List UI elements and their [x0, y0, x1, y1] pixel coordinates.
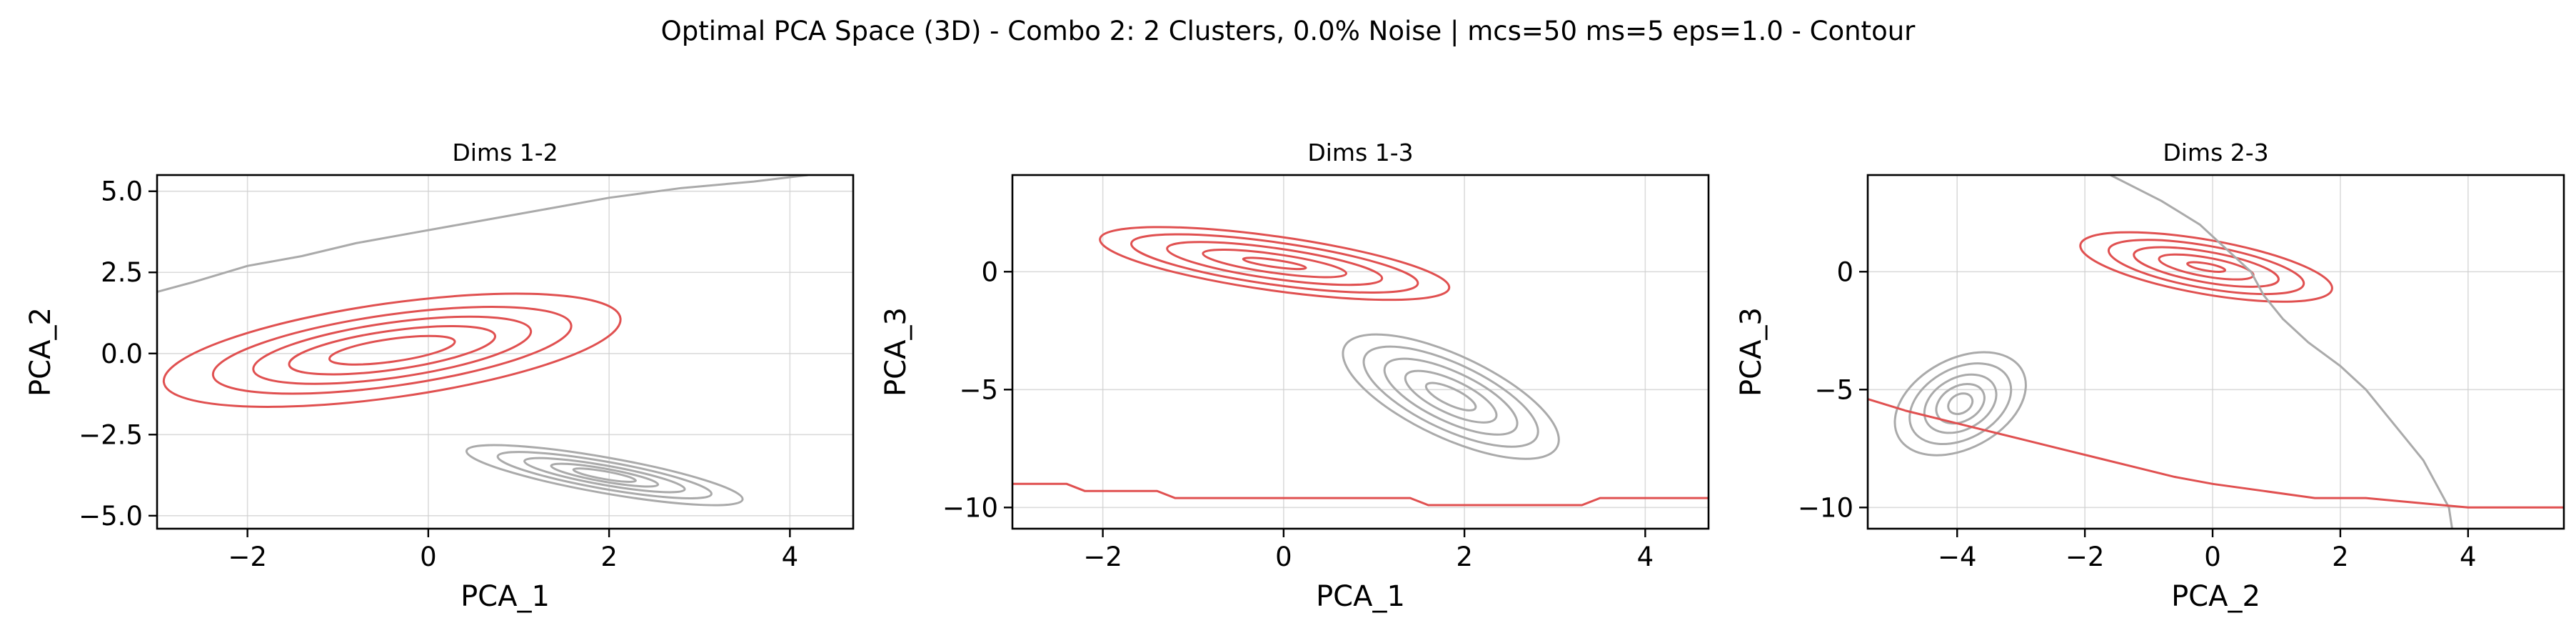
contour-level: [1166, 241, 1384, 286]
y-axis-label: PCA_3: [880, 307, 912, 397]
decision-boundary-line: [2110, 175, 2453, 529]
y-axis-label: PCA_2: [24, 307, 57, 397]
decision-boundary-line: [1012, 482, 1709, 507]
contour-level: [550, 462, 660, 488]
decision-boundary-line: [1868, 398, 2564, 509]
y-tick-label: 0: [981, 256, 998, 287]
contour-level: [211, 305, 573, 395]
x-tick-label: 2: [2332, 542, 2349, 572]
subplot-dims-2-3: −4 −2 0 2 4 −10 −5 0 Dims 2-3 PCA_2 PCA_3: [1735, 139, 2565, 613]
x-axis-label: PCA_2: [2171, 580, 2260, 613]
contour-level: [1908, 362, 2013, 446]
contour-level: [1099, 226, 1451, 301]
plot-area: [1868, 175, 2564, 529]
subplot-dims-1-2: −2 0 2 4 −5.0 −2.5 0.0 2.5 5.0 Dims 1-2 PCA_1 PCA_2: [24, 139, 855, 613]
y-tick-label: 2.5: [101, 257, 143, 288]
subplot-title: Dims 1-2: [452, 139, 558, 166]
contour-level: [1342, 333, 1560, 460]
contour-level: [1383, 357, 1519, 436]
contour-level: [1947, 392, 1974, 415]
plot-area: [1012, 226, 1709, 507]
x-tick-label: 0: [420, 542, 437, 572]
x-tick-label: 0: [2204, 542, 2221, 572]
figure-title: Optimal PCA Space (3D) - Combo 2: 2 Clus…: [661, 16, 1916, 46]
y-tick-label: 0.0: [101, 339, 143, 369]
subplot-title: Dims 1-3: [1307, 139, 1413, 166]
decision-boundary-line: [157, 175, 808, 293]
subplot-title: Dims 2-3: [2163, 139, 2268, 166]
x-tick-label: −4: [1938, 542, 1977, 572]
contour-level: [465, 444, 744, 507]
y-tick-label: −10: [942, 492, 998, 523]
contour-level: [523, 457, 686, 494]
x-axis-label: PCA_1: [461, 580, 550, 613]
contour-level: [2079, 231, 2333, 303]
contour-level: [252, 315, 533, 385]
axes-frame: [1011, 174, 1710, 530]
contour-level: [1202, 249, 1348, 279]
x-tick-label: 4: [782, 542, 799, 572]
x-tick-label: −2: [228, 542, 267, 572]
contour-level: [496, 451, 713, 499]
plot-area: [157, 175, 808, 507]
y-tick-label: −2.5: [79, 419, 143, 450]
contour-level: [1362, 345, 1539, 448]
y-tick-label: 5.0: [101, 176, 143, 207]
y-tick-label: 0: [1836, 256, 1853, 287]
x-tick-label: 4: [1637, 542, 1654, 572]
contour-level: [1242, 256, 1307, 271]
contour-level: [1935, 383, 1986, 425]
contour-level: [2158, 253, 2255, 281]
contour-level: [328, 334, 456, 366]
x-tick-label: 2: [1456, 542, 1473, 572]
axes-frame: [1866, 174, 2565, 530]
contour-level: [1404, 369, 1498, 424]
x-axis-label: PCA_1: [1316, 580, 1405, 613]
y-tick-label: −5: [1814, 374, 1853, 405]
contour-level: [1424, 382, 1477, 412]
x-tick-label: 0: [1275, 542, 1292, 572]
contour-level: [2107, 239, 2305, 296]
contour-level: [1130, 233, 1419, 294]
contour-level: [2133, 246, 2280, 288]
y-tick-label: −5: [959, 374, 998, 405]
y-axis-label: PCA_3: [1735, 307, 1768, 397]
x-tick-label: −2: [2066, 542, 2105, 572]
x-tick-label: 4: [2460, 542, 2477, 572]
contour-level: [288, 324, 496, 376]
x-tick-label: 2: [600, 542, 618, 572]
contour-level: [162, 292, 622, 408]
contour-level: [572, 467, 637, 483]
y-tick-label: −5.0: [79, 501, 143, 532]
x-tick-label: −2: [1083, 542, 1122, 572]
subplot-dims-1-3: −2 0 2 4 −10 −5 0 Dims 1-3 PCA_1 PCA_3: [880, 139, 1710, 613]
axes-frame: [156, 174, 855, 530]
y-tick-label: −10: [1798, 492, 1853, 523]
contour-level: [1893, 351, 2027, 457]
contour-level: [2186, 261, 2227, 273]
